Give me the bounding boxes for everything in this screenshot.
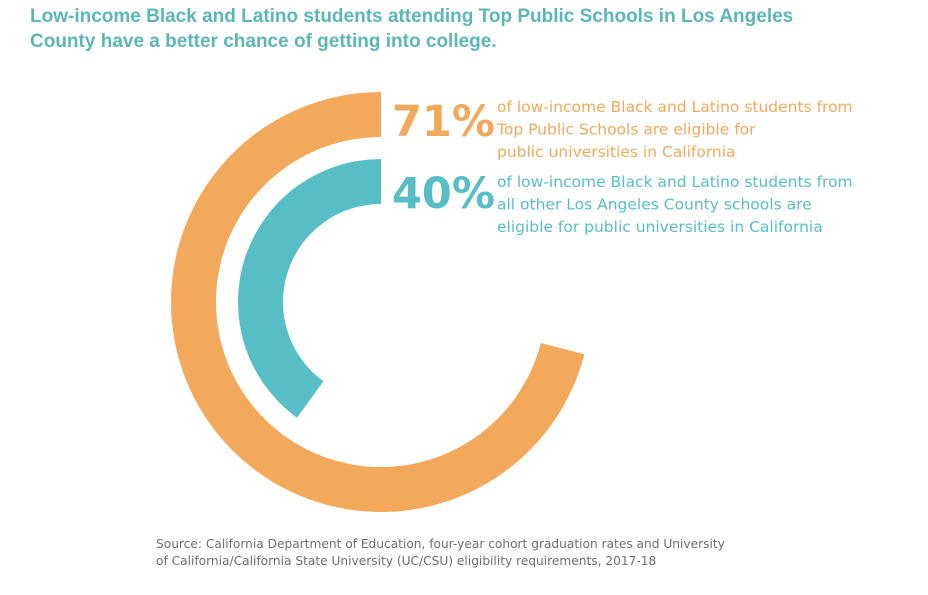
value-label-1: 71% — [392, 97, 495, 147]
series-2-text-line: of low-income Black and Latino students … — [497, 173, 853, 191]
chart-title: Low-income Black and Latino students att… — [30, 6, 794, 52]
ring-arc-2 — [238, 159, 381, 418]
series-1-text-line: of low-income Black and Latino students … — [497, 98, 853, 116]
series-2-text-line: all other Los Angeles County schools are — [497, 196, 812, 214]
series-1-text-line: public universities in California — [497, 143, 736, 161]
value-label-2: 40% — [392, 169, 495, 219]
series-2-text-line: eligible for public universities in Cali… — [497, 218, 823, 236]
source-note: Source: California Department of Educati… — [156, 536, 856, 568]
source-line-2: of California/California State Universit… — [156, 554, 657, 568]
series-1-text-line: Top Public Schools are eligible for — [496, 121, 756, 139]
source-line-1: Source: California Department of Educati… — [156, 537, 725, 551]
